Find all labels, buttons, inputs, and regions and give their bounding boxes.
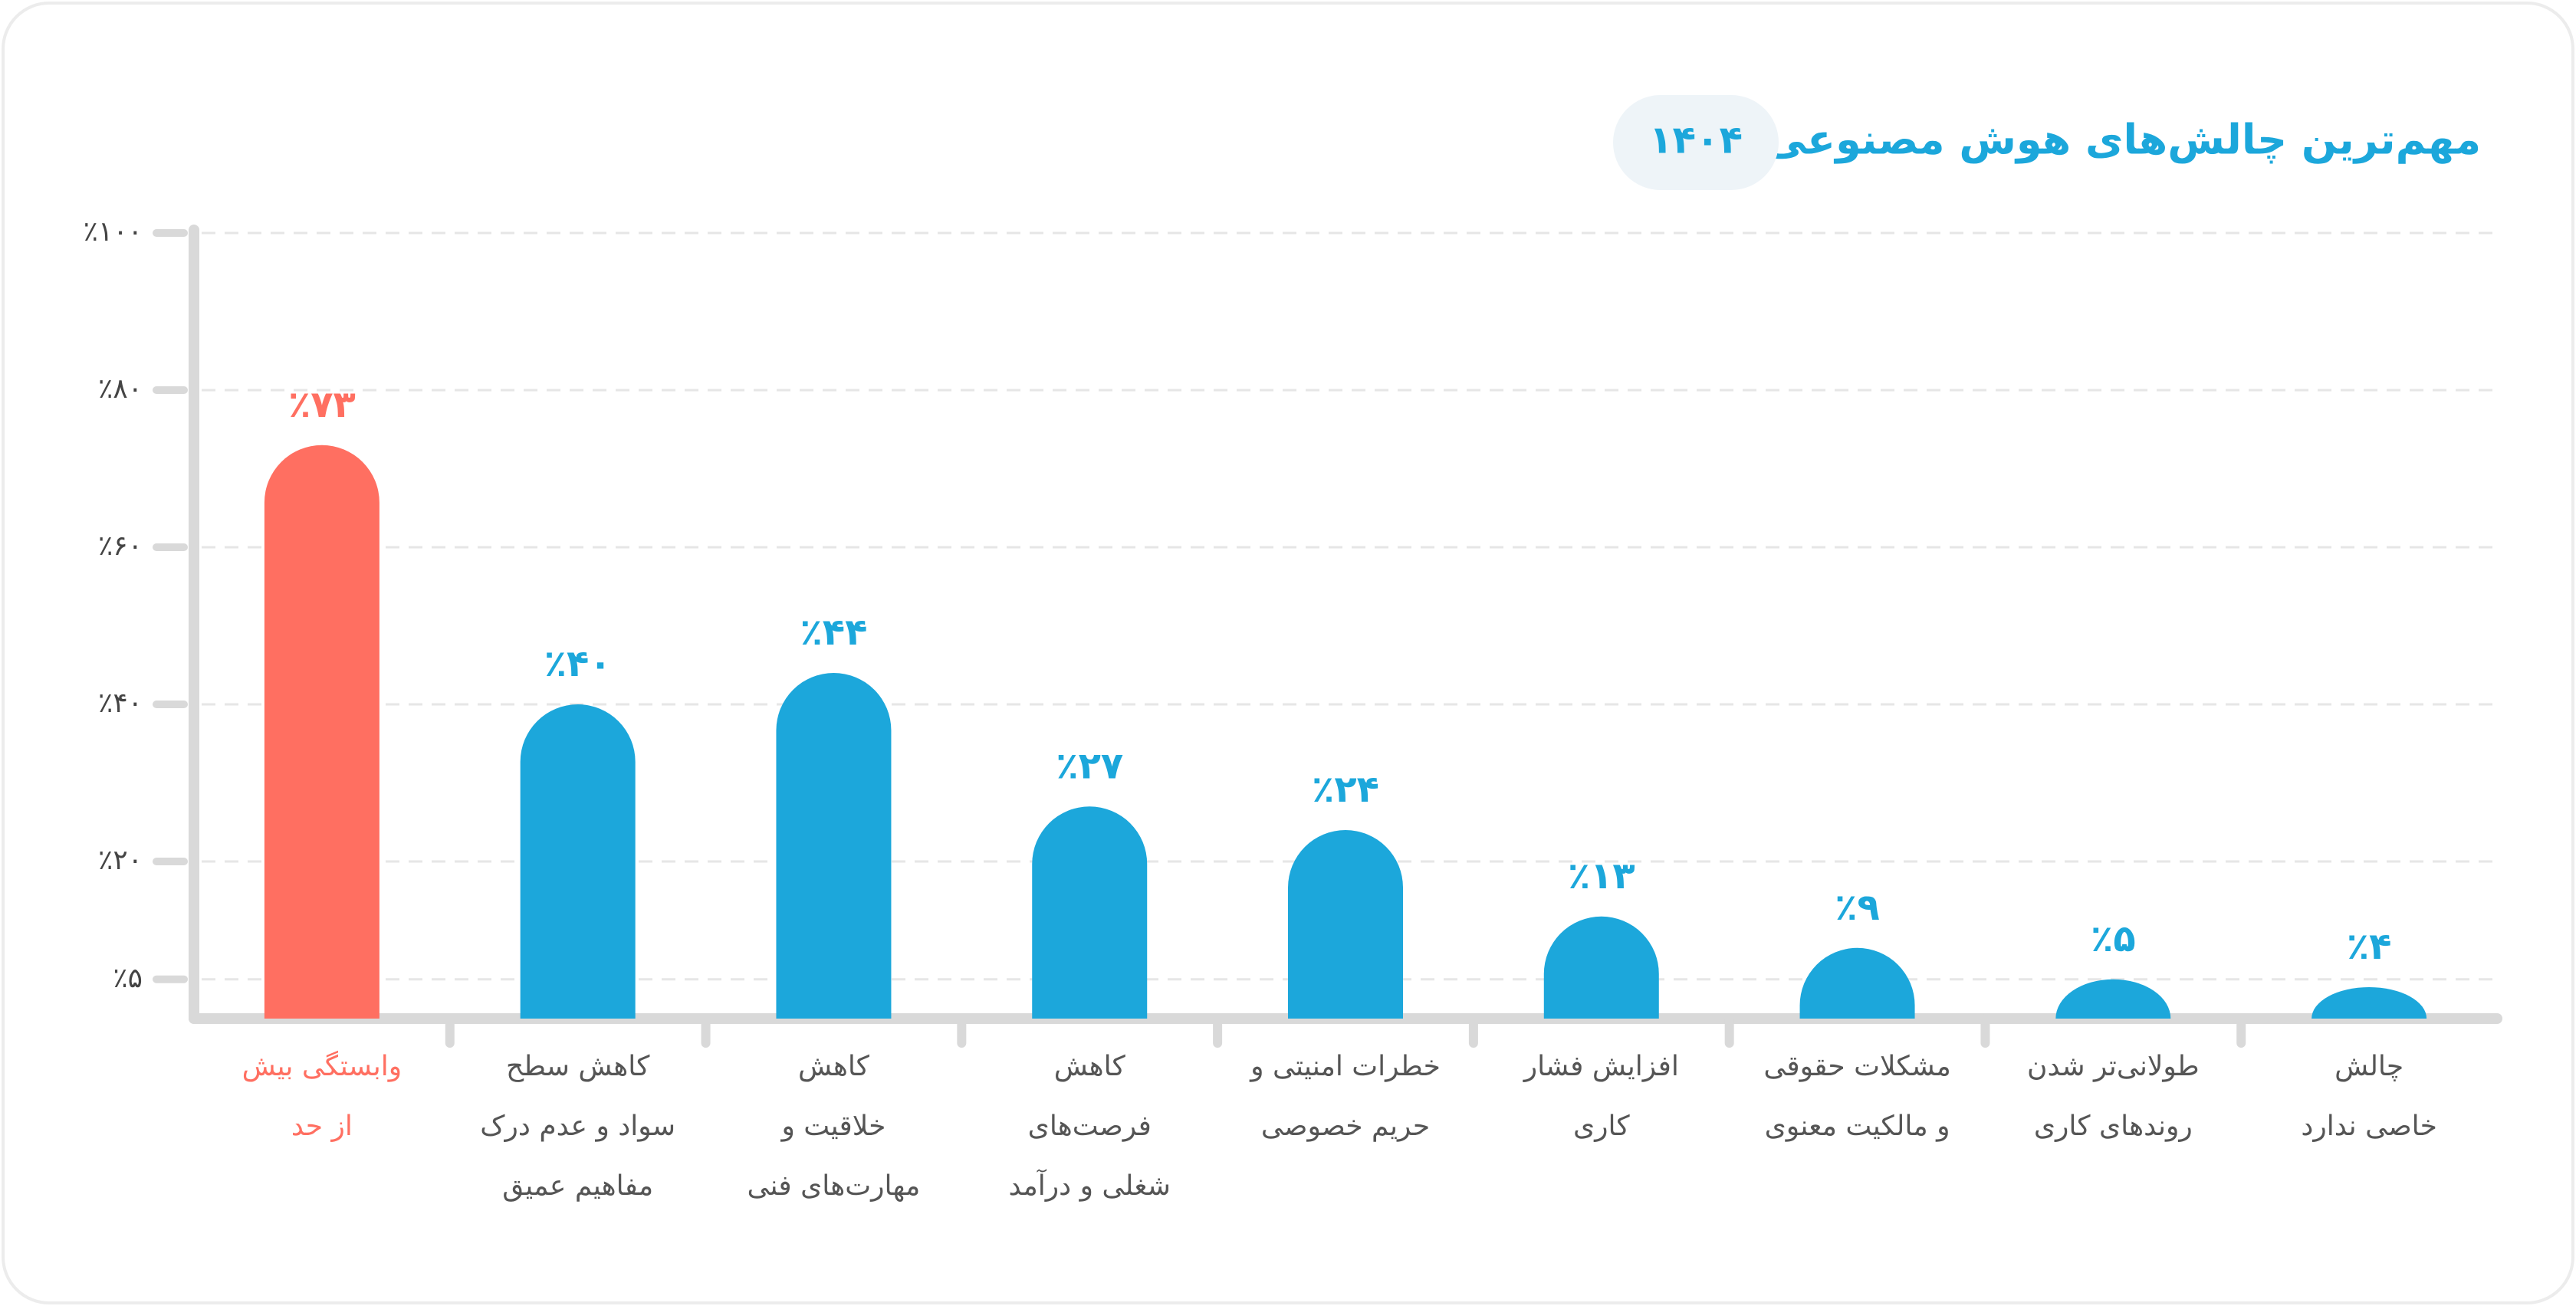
bar (776, 673, 892, 1019)
x-tick-label: مهارت‌های فنی (748, 1170, 921, 1202)
bar (264, 445, 380, 1019)
value-label: ٪۲۷ (1056, 744, 1123, 787)
value-label: ٪۴۰ (544, 642, 612, 685)
bar (1032, 806, 1148, 1019)
x-tick-label: حریم خصوصی (1261, 1111, 1430, 1142)
value-label: ٪۹ (1835, 886, 1880, 929)
x-tick-label: فرصت‌های (1028, 1111, 1152, 1142)
bar (1799, 947, 1915, 1019)
x-tick-label: وابستگی بیش (242, 1050, 402, 1082)
x-tick-label: و مالکیت معنوی (1765, 1111, 1950, 1142)
value-label: ٪۷۳ (288, 383, 356, 426)
value-label: ٪۵ (2091, 917, 2136, 960)
y-tick-label: ٪۶۰ (98, 530, 143, 562)
y-tick-label: ٪۴۰ (98, 687, 143, 719)
x-tick-label: کاهش (798, 1051, 870, 1082)
bar (1543, 916, 1659, 1019)
bar (2055, 979, 2171, 1019)
value-label: ٪۱۳ (1568, 855, 1635, 897)
x-tick-label: مفاهیم عمیق (502, 1170, 653, 1202)
y-tick-label: ٪۵ (113, 963, 143, 994)
x-tick-label: کاهش سطح (506, 1051, 650, 1082)
x-tick-label: کاری (1573, 1111, 1631, 1142)
y-tick-label: ٪۱۰۰ (84, 216, 143, 248)
x-tick-label: سواد و عدم درک (480, 1111, 675, 1142)
y-tick-label: ٪۲۰ (98, 845, 143, 876)
bar (2312, 987, 2427, 1019)
value-label: ٪۴۴ (800, 611, 867, 654)
bar (1288, 830, 1403, 1019)
x-tick-label: خطرات امنیتی و (1249, 1051, 1441, 1082)
x-tick-label: مشکلات حقوقی (1763, 1051, 1950, 1082)
x-tick-label: خاصی ندارد (2301, 1111, 2437, 1142)
value-label: ٪۴ (2347, 925, 2392, 968)
x-tick-label: خلاقیت و (780, 1111, 886, 1142)
x-tick-label: از حد (291, 1111, 353, 1142)
x-tick-label: افزایش فشار (1523, 1051, 1679, 1082)
year-badge (1613, 95, 1779, 190)
value-label: ٪۲۴ (1312, 768, 1379, 811)
x-tick-label: شغلی و درآمد (1009, 1168, 1171, 1202)
chart-title: مهم‌ترین چالش‌های هوش مصنوعی (1766, 116, 2481, 164)
x-tick-label: کاهش (1054, 1051, 1126, 1082)
x-tick-label: طولانی‌تر شدن (2027, 1051, 2200, 1082)
year-label: ۱۴۰۴ (1649, 118, 1743, 162)
x-tick-label: روندهای کاری (2034, 1111, 2193, 1142)
x-tick-label: چالش (2334, 1051, 2404, 1082)
y-tick-label: ٪۸۰ (98, 373, 143, 405)
bar (520, 704, 636, 1019)
